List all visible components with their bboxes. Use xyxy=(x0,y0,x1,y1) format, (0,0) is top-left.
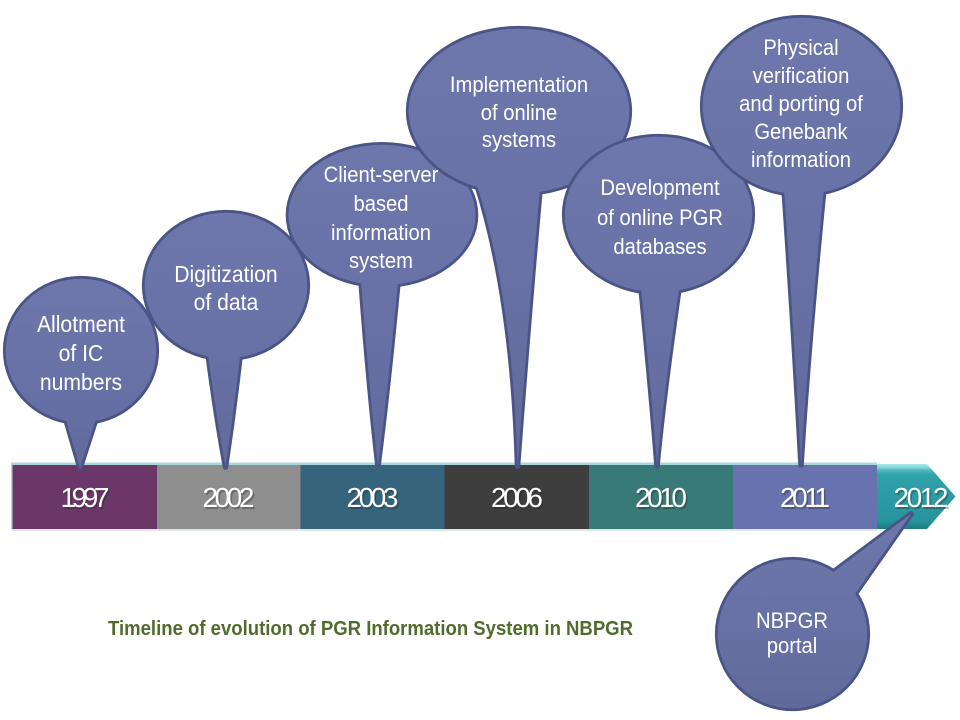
svg-text:2012: 2012 xyxy=(894,482,949,513)
svg-text:1997: 1997 xyxy=(62,484,111,515)
svg-text:Physical: Physical xyxy=(763,36,838,60)
svg-text:2006: 2006 xyxy=(491,482,543,513)
svg-text:Implementation: Implementation xyxy=(450,73,588,97)
svg-text:2012: 2012 xyxy=(895,484,950,515)
svg-text:portal: portal xyxy=(767,634,818,658)
svg-text:2002: 2002 xyxy=(203,482,255,513)
svg-text:of online: of online xyxy=(481,101,557,125)
svg-text:Timeline of evolution of PGR I: Timeline of evolution of PGR Information… xyxy=(108,617,633,640)
svg-text:information: information xyxy=(751,148,851,172)
svg-text:Allotment: Allotment xyxy=(37,311,125,337)
svg-text:2010: 2010 xyxy=(637,484,689,515)
svg-text:2003: 2003 xyxy=(348,484,400,515)
svg-text:2010: 2010 xyxy=(635,482,687,513)
svg-text:information: information xyxy=(331,221,431,245)
svg-text:of online PGR: of online PGR xyxy=(597,206,723,230)
svg-text:Digitization: Digitization xyxy=(174,261,277,287)
svg-text:2003: 2003 xyxy=(347,482,399,513)
svg-text:and porting of: and porting of xyxy=(739,92,863,116)
svg-text:system: system xyxy=(349,249,413,273)
svg-text:2011: 2011 xyxy=(780,482,830,513)
svg-text:Development: Development xyxy=(600,176,719,200)
svg-text:verification: verification xyxy=(753,64,850,88)
svg-text:Genebank: Genebank xyxy=(754,120,848,144)
svg-text:NBPGR: NBPGR xyxy=(756,609,828,633)
svg-text:2006: 2006 xyxy=(493,484,545,515)
svg-text:2011: 2011 xyxy=(782,484,832,515)
svg-text:1997: 1997 xyxy=(61,482,110,513)
svg-text:numbers: numbers xyxy=(40,369,122,395)
svg-text:of data: of data xyxy=(194,289,259,315)
svg-text:Client-server: Client-server xyxy=(324,163,439,187)
svg-text:based: based xyxy=(353,192,408,216)
svg-text:2002: 2002 xyxy=(204,484,256,515)
svg-text:systems: systems xyxy=(482,128,556,152)
svg-text:databases: databases xyxy=(613,235,706,259)
svg-text:of IC: of IC xyxy=(59,340,104,366)
